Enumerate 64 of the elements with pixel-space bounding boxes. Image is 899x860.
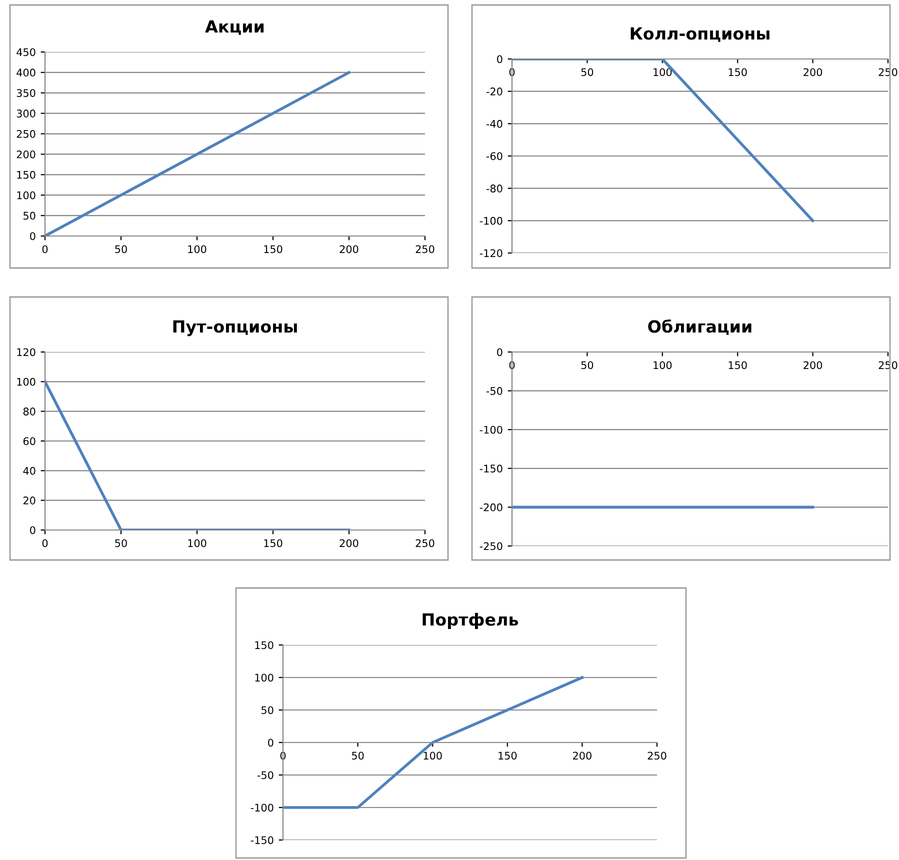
y-tick-label: -50 — [486, 387, 502, 395]
y-tick-label: 0 — [268, 738, 274, 747]
chart-title: Облигации — [648, 319, 752, 335]
y-tick-label: -120 — [480, 249, 502, 258]
y-tick-label: 300 — [16, 110, 36, 118]
x-tick-label: 100 — [654, 361, 672, 370]
x-tick-label: 50 — [115, 245, 127, 254]
y-tick-label: 250 — [16, 130, 36, 138]
y-tick-label: -50 — [257, 771, 274, 780]
x-tick-label: 200 — [804, 68, 822, 76]
x-tick-label: 50 — [352, 752, 364, 760]
x-tick-label: 0 — [42, 539, 48, 548]
y-tick-label: -150 — [480, 464, 502, 473]
y-tick-label: -100 — [480, 426, 502, 434]
y-tick-label: -200 — [480, 503, 502, 512]
x-tick-label: 200 — [340, 245, 358, 254]
x-tick-label: 50 — [581, 68, 594, 76]
x-tick-label: 150 — [728, 68, 747, 76]
y-tick-label: -250 — [480, 542, 502, 550]
chart-title: Портфель — [422, 612, 518, 630]
x-tick-label: 50 — [115, 539, 127, 548]
y-tick-label: -100 — [480, 216, 502, 225]
y-tick-label: 100 — [17, 378, 36, 386]
y-tick-label: 20 — [23, 496, 36, 504]
y-tick-label: 40 — [23, 466, 36, 475]
y-tick-label: 80 — [23, 408, 36, 416]
y-tick-label: 450 — [16, 48, 36, 56]
x-tick-label: 100 — [654, 68, 672, 76]
x-tick-label: 0 — [42, 245, 48, 254]
y-tick-label: -20 — [486, 88, 502, 96]
y-tick-label: 200 — [16, 150, 36, 158]
chart-title: Пут-опционы — [173, 320, 297, 336]
x-tick-label: 50 — [581, 361, 594, 370]
y-tick-label: 50 — [262, 706, 274, 714]
y-tick-label: -150 — [250, 836, 274, 844]
y-tick-label: 0 — [30, 526, 36, 534]
x-tick-label: 200 — [804, 361, 822, 370]
y-tick-label: -60 — [486, 152, 502, 160]
y-tick-label: 100 — [17, 191, 36, 200]
y-tick-label: 120 — [17, 348, 36, 356]
x-tick-label: 250 — [416, 245, 434, 254]
y-tick-label: 150 — [255, 641, 274, 650]
y-tick-label: 50 — [24, 212, 36, 220]
x-tick-label: 250 — [648, 752, 666, 760]
y-tick-label: -40 — [486, 120, 502, 128]
x-tick-label: 100 — [188, 245, 206, 254]
y-tick-label: -100 — [250, 804, 274, 812]
chart-title: Акции — [205, 20, 264, 35]
y-tick-label: -80 — [486, 184, 502, 192]
x-tick-label: 100 — [188, 539, 206, 548]
y-tick-label: 100 — [255, 674, 274, 682]
y-tick-label: 0 — [497, 348, 502, 356]
x-tick-label: 200 — [573, 752, 592, 760]
y-tick-label: 0 — [30, 232, 36, 240]
chart-title: Колл-опционы — [630, 27, 770, 42]
y-tick-label: 150 — [17, 170, 36, 179]
y-tick-label: 350 — [16, 89, 36, 97]
y-tick-label: 400 — [16, 68, 36, 77]
y-tick-label: 0 — [497, 55, 502, 64]
y-tick-label: 60 — [23, 437, 36, 446]
x-tick-label: 100 — [424, 752, 442, 760]
x-tick-label: 250 — [416, 539, 434, 548]
x-tick-label: 200 — [340, 539, 358, 548]
x-tick-label: 150 — [728, 361, 747, 370]
